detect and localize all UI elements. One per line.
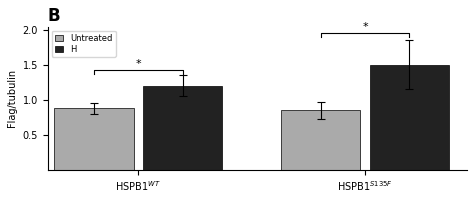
Legend: Untreated, H: Untreated, H — [52, 31, 116, 57]
Bar — [55, 108, 134, 170]
Y-axis label: Flag/tubulin: Flag/tubulin — [7, 69, 17, 127]
Bar — [143, 86, 222, 170]
Bar — [281, 110, 361, 170]
Text: B: B — [47, 7, 60, 25]
Bar — [370, 65, 449, 170]
Text: *: * — [362, 22, 368, 32]
Text: *: * — [136, 59, 141, 69]
